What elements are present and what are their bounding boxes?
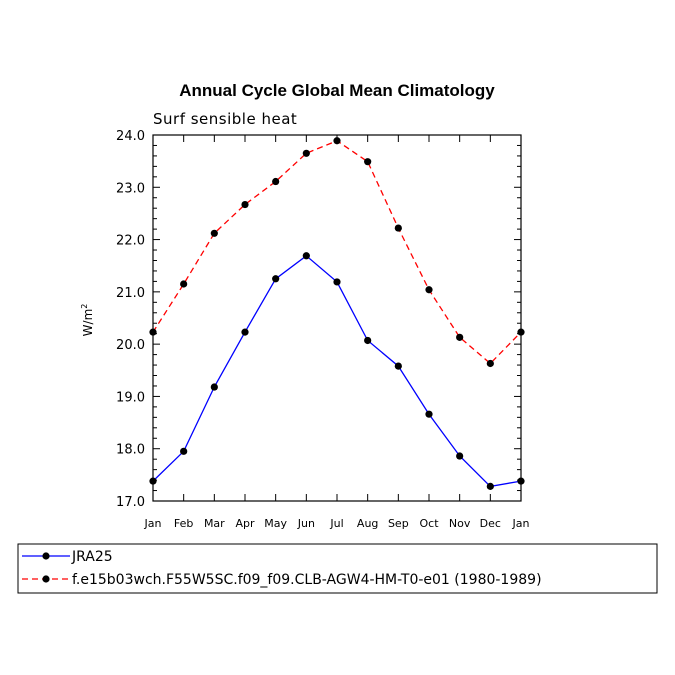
x-tick-label: Jun [297, 517, 315, 530]
data-point [210, 229, 218, 237]
data-point [272, 177, 280, 186]
y-tick-label: 18.0 [116, 443, 145, 458]
data-point [180, 280, 188, 288]
x-tick-label: Oct [419, 517, 439, 530]
legend-label: JRA25 [71, 549, 113, 565]
y-tick-label: 23.0 [116, 181, 145, 196]
data-point [364, 336, 372, 345]
legend-item: JRA25 [22, 549, 113, 565]
data-point [302, 149, 310, 157]
y-tick-label: 24.0 [116, 129, 145, 144]
y-tick-label: 17.0 [116, 495, 145, 510]
data-point [517, 328, 525, 336]
data-point [364, 158, 372, 166]
plot-axes: 17.0 18.0 19.0 20.0 21.0 22.0 23.0 24.0 Jan Feb Ma… [116, 129, 529, 530]
x-tick-label: Jan [512, 517, 530, 530]
x-tick-label: Apr [235, 517, 255, 530]
data-point [486, 359, 494, 368]
legend-box [17, 543, 658, 594]
y-tick-label: 20.0 [116, 338, 145, 353]
data-point [302, 252, 310, 260]
data-point [425, 286, 433, 294]
legend-marker [42, 575, 50, 583]
data-point [272, 275, 280, 283]
data-point [517, 477, 525, 485]
x-tick-label: Mar [204, 517, 225, 530]
data-point [149, 477, 157, 485]
data-point [394, 224, 402, 232]
data-point [456, 452, 464, 460]
x-tick-label: Sep [388, 517, 409, 530]
y-axis-label-superscript: 2 [80, 304, 89, 309]
y-tick-label: 19.0 [116, 390, 145, 405]
data-point [241, 328, 249, 336]
series-line [152, 140, 522, 365]
legend-item: f.e15b03wch.F55W5SC.f09_f09.CLB-AGW4-HM-… [22, 572, 542, 588]
legend-label: f.e15b03wch.F55W5SC.f09_f09.CLB-AGW4-HM-… [72, 572, 542, 588]
data-point [333, 137, 341, 145]
y-tick-label: 22.0 [116, 234, 145, 249]
x-tick-label: Jul [329, 517, 343, 530]
y-axis-label-base: W/m [81, 309, 95, 337]
data-point [425, 410, 433, 418]
plot-frame [152, 134, 522, 502]
data-point [149, 328, 157, 336]
data-point [210, 383, 218, 391]
legend-marker [42, 552, 50, 560]
y-axis-label: W/m2 [80, 304, 95, 337]
legend: JRA25 f.e15b03wch.F55W5SC.f09_f09.CLB-AGW… [17, 543, 658, 594]
data-point [333, 278, 341, 286]
y-tick-label: 21.0 [116, 286, 145, 301]
x-tick-label: Aug [357, 517, 378, 530]
data-point [456, 333, 464, 341]
series-layer [149, 137, 525, 490]
series-2 [149, 137, 525, 368]
x-tick-label: Dec [480, 517, 501, 530]
series-line [152, 254, 522, 488]
x-tick-label: Nov [449, 517, 471, 530]
series-1 [149, 252, 525, 490]
x-tick-label: Jan [144, 517, 162, 530]
x-tick-label: May [264, 517, 287, 530]
data-point [180, 447, 188, 455]
data-point [241, 200, 249, 209]
chart-title: Annual Cycle Global Mean Climatology [179, 81, 495, 100]
data-point [486, 482, 494, 490]
data-point [394, 362, 402, 370]
x-tick-label: Feb [174, 517, 193, 530]
chart-subtitle: Surf sensible heat [153, 110, 297, 128]
